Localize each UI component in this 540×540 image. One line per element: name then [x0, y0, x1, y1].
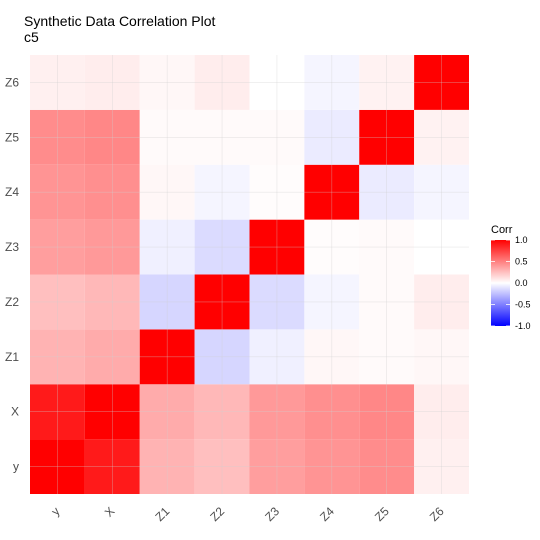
- legend-ticks: 1.0 0.5 0.0 -0.5 -1.0: [491, 235, 531, 331]
- y-tick-label: Z3: [5, 240, 19, 254]
- legend-tick-label: 1.0: [515, 235, 528, 245]
- y-tick-label: y: [13, 460, 19, 474]
- legend-tick-label: 0.0: [515, 278, 528, 288]
- chart-title: Synthetic Data Correlation Plot: [24, 13, 216, 29]
- chart-subtitle: c5: [24, 29, 39, 45]
- legend-colorbar: [491, 240, 510, 326]
- y-tick-label: X: [11, 405, 19, 419]
- x-tick-label: Z5: [372, 504, 392, 524]
- x-tick-label: Z2: [207, 504, 227, 524]
- heatmap-cells: [30, 55, 469, 494]
- y-axis-ticks: y X Z1 Z2 Z3 Z4 Z5 Z6: [5, 75, 19, 473]
- y-tick-label: Z2: [5, 295, 19, 309]
- x-tick-label: Z6: [427, 504, 447, 524]
- legend-tick-label: -0.5: [515, 300, 531, 310]
- x-tick-label: y: [48, 504, 62, 518]
- x-tick-label: Z3: [262, 504, 282, 524]
- legend: Corr 1.0 0.5 0.0 -0.5 -1.0: [491, 224, 531, 331]
- legend-tick-label: 0.5: [515, 257, 528, 267]
- legend-title: Corr: [491, 224, 513, 236]
- x-axis-ticks: y X Z1 Z2 Z3 Z4 Z5 Z6: [48, 504, 446, 524]
- y-tick-label: Z5: [5, 130, 19, 144]
- heatmap-grid: [30, 55, 469, 494]
- legend-tick-label: -1.0: [515, 321, 531, 331]
- x-tick-label: Z4: [317, 504, 337, 524]
- y-tick-label: Z6: [5, 75, 19, 89]
- x-tick-label: X: [102, 504, 118, 520]
- x-tick-label: Z1: [152, 504, 172, 524]
- y-tick-label: Z4: [5, 185, 19, 199]
- y-tick-label: Z1: [5, 350, 19, 364]
